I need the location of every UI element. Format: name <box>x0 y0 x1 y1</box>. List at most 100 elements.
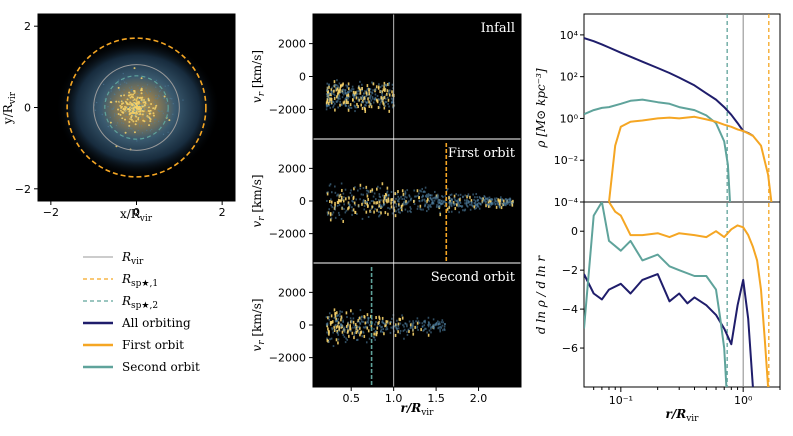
phase-particle <box>464 194 467 197</box>
phase-particle <box>392 93 394 97</box>
map-particle <box>120 122 123 124</box>
phase-particle <box>455 200 458 203</box>
phase-particle <box>391 90 393 94</box>
phase-particle <box>359 91 362 95</box>
phase-particle <box>335 325 338 329</box>
phase-particle <box>336 330 338 334</box>
phase-particle <box>499 200 501 204</box>
phase-particle <box>326 213 329 216</box>
phase-particle <box>404 195 406 198</box>
phase-ytick-label: −2000 <box>269 228 306 241</box>
phase-particle <box>488 204 490 208</box>
phase-particle <box>487 199 490 202</box>
phase-particle <box>351 213 353 216</box>
phase-particle <box>343 326 346 329</box>
phase-particle <box>393 104 396 107</box>
map-ytick-label: 0 <box>24 102 31 115</box>
phase-particle <box>358 320 361 323</box>
phase-particle <box>415 195 417 198</box>
map-particle <box>141 96 144 99</box>
profile-frame <box>583 13 781 388</box>
phase-particle <box>401 210 404 213</box>
phase-particle <box>380 96 383 100</box>
phase-particle <box>356 92 358 95</box>
phase-particle <box>401 314 403 317</box>
map-particle <box>130 100 132 102</box>
map-particle <box>134 100 136 102</box>
phase-particle <box>369 97 372 100</box>
legend-label-3: All orbiting <box>121 316 191 330</box>
map-particle <box>137 84 139 87</box>
phase-particle <box>333 96 336 100</box>
map-particle <box>172 113 174 116</box>
phase-particle <box>439 325 442 328</box>
phase-particle <box>424 319 426 322</box>
phase-particle <box>428 321 430 324</box>
phase-particle <box>450 205 453 208</box>
phase-particle <box>442 321 445 324</box>
phase-particle <box>431 201 434 204</box>
map-particle <box>124 100 127 103</box>
map-particle <box>162 133 165 136</box>
phase-particle <box>406 323 408 326</box>
phase-particle <box>424 190 426 193</box>
phase-particle <box>400 195 402 198</box>
phase-particle <box>382 96 384 99</box>
map-particle <box>146 97 148 100</box>
phase-particle <box>377 185 379 188</box>
phase-particle <box>495 197 498 200</box>
phase-particle <box>365 185 368 189</box>
phase-particle <box>378 324 381 327</box>
phase-particle <box>469 195 471 199</box>
phase-particle <box>387 322 389 325</box>
phase-particle <box>395 325 397 328</box>
phase-particle <box>414 325 416 329</box>
map-particle <box>172 102 175 105</box>
phase-particle <box>395 205 398 208</box>
phase-particle <box>375 321 377 324</box>
phase-particle <box>340 182 343 185</box>
phase-particle <box>430 326 432 329</box>
map-particle <box>138 87 141 89</box>
density-ytick-label: 10⁻⁴ <box>554 196 579 209</box>
phase-particle <box>448 203 451 206</box>
phase-particle <box>399 211 401 214</box>
phase-particle <box>391 101 393 104</box>
phase-particle <box>337 338 340 341</box>
phase-particle <box>357 85 360 89</box>
phase-particle <box>370 105 373 109</box>
map-particle <box>128 121 131 124</box>
phase-particle <box>381 206 383 209</box>
map-particle <box>131 90 134 93</box>
phase-ylabel-2: vr [km/s] <box>250 298 267 351</box>
map-particle <box>135 97 138 99</box>
phase-particle <box>330 320 333 324</box>
phase-particle <box>448 211 450 214</box>
phase-particle <box>327 191 329 194</box>
map-particle <box>162 112 165 115</box>
map-particle <box>129 112 132 115</box>
phase-particle <box>406 325 408 328</box>
phase-particle <box>367 190 369 193</box>
map-particle <box>144 102 147 105</box>
phase-particle <box>376 99 379 103</box>
phase-particle <box>352 323 355 326</box>
phase-particle <box>388 93 391 97</box>
phase-particle <box>347 101 349 105</box>
phase-particle <box>378 215 380 218</box>
phase-particle <box>439 330 441 333</box>
phase-particle <box>381 84 383 87</box>
phase-particle <box>450 203 453 206</box>
map-particle <box>116 113 118 116</box>
phase-particle <box>351 88 353 91</box>
phase-particle <box>384 211 387 215</box>
phase-particle <box>404 322 406 325</box>
map-particle <box>144 112 146 114</box>
map-particle <box>124 110 127 112</box>
phase-particle <box>361 106 364 110</box>
phase-particle <box>333 84 336 88</box>
phase-particle <box>356 212 358 215</box>
phase-particle <box>417 329 419 332</box>
phase-particle <box>382 328 385 331</box>
phase-particle <box>361 315 363 318</box>
